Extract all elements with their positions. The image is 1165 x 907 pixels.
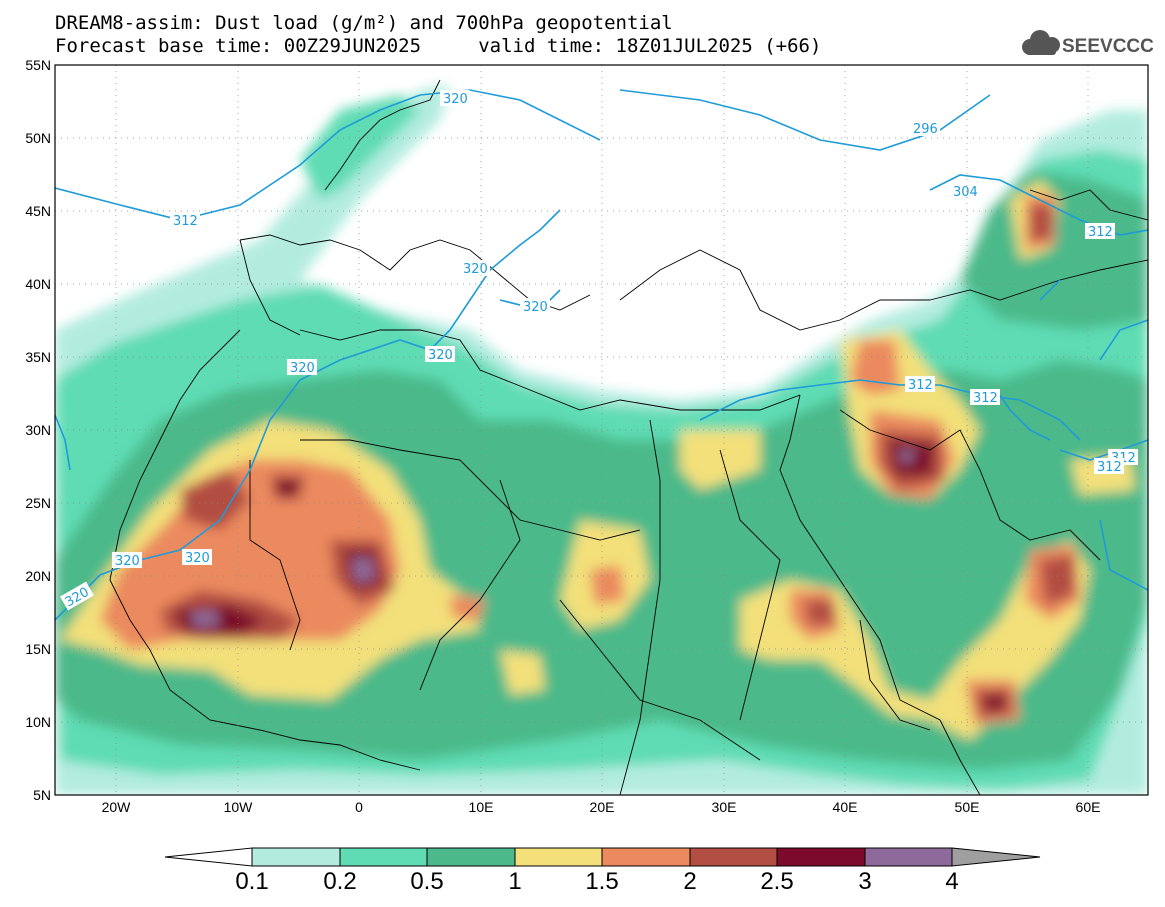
lat-tick: 50N	[25, 130, 51, 146]
map-plot-area: 320 312 320 320 320 320 320 320 296 304 …	[55, 65, 1148, 795]
contour-label: 312	[1088, 225, 1113, 240]
lat-tick: 45N	[25, 203, 51, 219]
lon-tick: 60E	[1076, 799, 1101, 815]
lon-tick: 20E	[590, 799, 615, 815]
contour-label: 312	[908, 378, 933, 393]
contour-label: 320	[185, 551, 210, 566]
colorbar-label: 4	[945, 868, 959, 895]
gridlines	[55, 65, 1148, 795]
lat-tick: 15N	[25, 641, 51, 657]
colorbar-label: 0.1	[235, 868, 269, 895]
contour-label: 320	[290, 361, 315, 376]
lat-tick: 5N	[33, 787, 51, 803]
contour-label: 320	[463, 262, 488, 277]
contour-label: 312	[1097, 460, 1122, 475]
logo-text: SEEVCCC	[1062, 36, 1153, 57]
colorbar-label: 3	[858, 868, 872, 895]
seevccc-logo: SEEVCCC	[1022, 30, 1153, 57]
contour-label: 320	[428, 348, 453, 363]
lon-tick: 40E	[833, 799, 858, 815]
contour-label-group: 320 312 320 320 320 320 320 320 296 304 …	[60, 90, 1138, 611]
colorbar-label: 1	[508, 868, 522, 895]
lat-tick: 35N	[25, 349, 51, 365]
lat-tick: 20N	[25, 568, 51, 584]
lat-tick: 40N	[25, 276, 51, 292]
colorbar-bin	[339, 847, 428, 867]
colorbar-label: 2	[683, 868, 697, 895]
contour-label: 296	[913, 122, 938, 137]
lat-tick: 55N	[25, 57, 51, 73]
contour-label: 312	[173, 214, 198, 229]
lon-axis: 20W 10W 0 10E 20E 30E 40E 50E 60E	[102, 799, 1101, 815]
dust-field	[55, 85, 1148, 795]
colorbar-bin	[689, 847, 778, 867]
contour-label: 312	[973, 391, 998, 406]
colorbar-low-arrow	[164, 847, 253, 867]
contour-label: 320	[443, 92, 468, 107]
colorbar-bin	[776, 847, 866, 867]
contour-label: 320	[523, 300, 548, 315]
cloud-icon	[1022, 30, 1060, 55]
colorbar-high-arrow	[951, 847, 1041, 867]
map-frame	[54, 64, 1149, 796]
lat-axis: 55N 50N 45N 40N 35N 30N 25N 20N 15N 10N …	[25, 57, 51, 803]
coastlines	[109, 79, 1148, 795]
colorbar	[164, 847, 1041, 867]
colorbar-bin	[601, 847, 691, 867]
lat-tick: 30N	[25, 422, 51, 438]
lon-tick: 10E	[469, 799, 494, 815]
colorbar-label: 2.5	[760, 868, 794, 895]
colorbar-bin	[251, 847, 341, 867]
lon-tick: 10W	[224, 799, 254, 815]
lon-tick: 20W	[102, 799, 132, 815]
map-title: DREAM8-assim: Dust load (g/m²) and 700hP…	[55, 12, 673, 34]
contour-label: 320	[115, 554, 140, 569]
colorbar-bin	[426, 847, 516, 867]
colorbar-bin	[514, 847, 603, 867]
lat-tick: 25N	[25, 495, 51, 511]
forecast-times: Forecast base time: 00Z29JUN2025 valid t…	[55, 35, 822, 57]
lon-tick: 0	[355, 799, 363, 815]
lon-tick: 30E	[712, 799, 737, 815]
contour-label: 304	[953, 185, 978, 200]
colorbar-label: 1.5	[585, 868, 619, 895]
lon-tick: 50E	[955, 799, 980, 815]
colorbar-bin	[864, 847, 953, 867]
lat-tick: 10N	[25, 714, 51, 730]
colorbar-label: 0.2	[323, 868, 357, 895]
colorbar-label: 0.5	[410, 868, 444, 895]
